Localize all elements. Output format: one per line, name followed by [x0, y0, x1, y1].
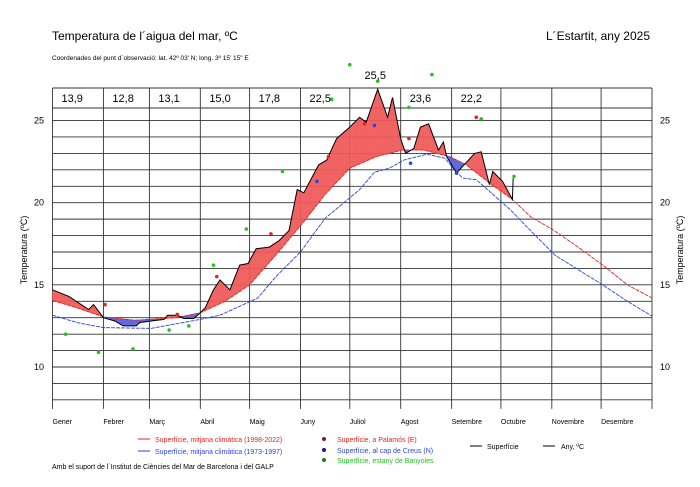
monthly-mean: 22,5	[310, 93, 331, 105]
banyoles-point	[430, 72, 434, 77]
grid	[52, 87, 653, 409]
monthly-mean: 25,5	[365, 70, 386, 82]
y-tick-label-left: 25	[34, 116, 44, 126]
banyoles-point	[347, 62, 352, 67]
legend-clim-old: Superfície, mitjana climàtica (1973-1997…	[155, 449, 282, 456]
month-label: Maig	[250, 419, 265, 426]
observed-line	[52, 87, 514, 327]
palamos-point	[326, 154, 331, 159]
banyoles-point	[131, 347, 135, 351]
creus-point	[372, 123, 377, 128]
palamos-point	[407, 136, 411, 141]
month-label: Setembre	[452, 419, 482, 426]
legend: Superfície, mitjana climàtica (1998-2022…	[138, 437, 584, 465]
series-lines	[52, 87, 653, 329]
banyoles-point	[280, 169, 285, 174]
monthly-mean: 22,2	[461, 93, 482, 105]
monthly-mean: 12,8	[112, 93, 133, 105]
month-label: Desembre	[601, 419, 633, 426]
creus-point	[315, 179, 319, 184]
legend-swatch-palamos	[322, 437, 326, 441]
month-label: Gener	[53, 419, 73, 426]
legend-banyoles: Superfície, estany de Banyoles	[337, 458, 434, 465]
y-tick-label-left: 15	[34, 280, 44, 290]
y-tick-label-right: 10	[660, 362, 670, 372]
banyoles-point	[187, 324, 191, 328]
palamos-point	[362, 122, 367, 126]
y-tick-label-right: 20	[660, 198, 670, 208]
month-label: Juliol	[350, 419, 366, 426]
monthly-mean: 17,8	[259, 93, 280, 105]
coordinates-text: Coordenades del punt d´observació: lat. …	[52, 55, 249, 62]
banyoles-point	[167, 328, 171, 332]
legend-surface: Superfície	[487, 444, 519, 451]
month-label: Octubre	[501, 419, 526, 426]
legend-creus: Superfície, al cap de Creus (N)	[337, 448, 433, 455]
station-points	[63, 62, 516, 355]
location-year: L´Estartit, any 2025	[546, 29, 650, 43]
banyoles-point	[211, 263, 216, 267]
y-tick-label-right: 15	[660, 280, 670, 290]
creus-point	[454, 171, 459, 175]
y-tick-label-left: 10	[34, 362, 44, 372]
y-tick-label-left: 20	[34, 198, 44, 208]
y-axis-label-right: Temperatura (ºC)	[675, 216, 685, 285]
palamos-point	[269, 232, 273, 236]
banyoles-point	[244, 227, 249, 231]
credits: Amb el suport de l´Institut de Ciències …	[52, 464, 274, 471]
monthly-mean: 13,9	[62, 93, 83, 105]
y-tick-label-right: 25	[660, 116, 670, 126]
legend-year: Any, ºC	[561, 444, 584, 451]
month-label: Juny	[301, 419, 316, 426]
month-label: Novembre	[552, 419, 584, 426]
month-label: Març	[149, 419, 165, 426]
clim-old-line	[52, 153, 653, 329]
banyoles-point	[63, 332, 68, 336]
banyoles-point	[96, 350, 101, 355]
month-label: Febrer	[103, 419, 124, 426]
legend-swatch-banyoles	[322, 458, 326, 462]
monthly-mean: 23,6	[410, 93, 431, 105]
monthly-mean: 13,1	[158, 93, 179, 105]
month-label: Abril	[200, 419, 214, 426]
axis-labels: Gener 13,9 Febrer 12,8 Març 13,1 Abril 15,0 Maig…	[34, 70, 670, 426]
palamos-point	[474, 115, 479, 120]
palamos-point	[103, 302, 107, 307]
palamos-point	[175, 312, 180, 317]
legend-clim-recent: Superfície, mitjana climàtica (1998-2022…	[155, 437, 282, 444]
chart-title: Temperatura de l´aigua del mar, ºC	[52, 29, 238, 43]
banyoles-point	[375, 79, 380, 83]
banyoles-point	[329, 97, 334, 101]
monthly-mean: 15,0	[209, 93, 230, 105]
palamos-point	[214, 274, 219, 279]
clim-recent-line	[52, 149, 653, 321]
y-axis-label-left: Temperatura (ºC)	[19, 216, 29, 285]
month-label: Agost	[401, 419, 419, 426]
banyoles-point	[407, 105, 411, 110]
creus-point	[408, 161, 413, 166]
anomaly-fills	[52, 89, 513, 327]
banyoles-point	[479, 117, 483, 121]
legend-palamos: Superfície, a Palamós (E)	[337, 437, 417, 444]
banyoles-point	[512, 174, 516, 179]
legend-swatch-creus	[322, 448, 326, 452]
